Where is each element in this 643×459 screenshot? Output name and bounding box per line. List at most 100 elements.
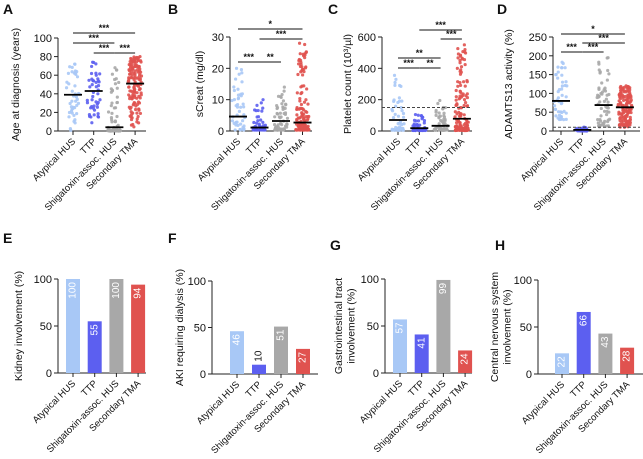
data-point: [261, 106, 265, 110]
data-point: [621, 108, 625, 113]
data-point: [303, 66, 308, 70]
data-point: [605, 109, 609, 114]
data-point: [98, 98, 102, 102]
y-tick-label: 0: [46, 126, 52, 138]
data-point: [87, 78, 91, 82]
y-axis-label: Central nervous system: [489, 272, 501, 383]
data-point: [458, 80, 462, 85]
data-point: [560, 93, 564, 97]
data-point: [237, 72, 241, 76]
data-point: [459, 106, 464, 110]
bar: [66, 279, 80, 373]
data-point: [559, 116, 564, 121]
data-point: [113, 77, 117, 82]
panel-h: H Central nervous system involvement (%) 0 5…: [489, 237, 643, 456]
data-point: [130, 97, 134, 101]
x-tick-label: Atypical HUS: [520, 379, 567, 426]
data-point: [133, 107, 138, 112]
data-point: [463, 47, 467, 52]
x-tick-label: Atypical HUS: [519, 136, 566, 183]
data-point: [260, 128, 264, 132]
y-tick-label: 0: [46, 368, 52, 380]
y-tick-label: 50: [520, 322, 532, 334]
data-point: [554, 114, 558, 118]
significance-label: *: [268, 19, 272, 29]
data-point: [456, 52, 461, 56]
data-point: [460, 127, 464, 131]
data-point: [600, 81, 604, 85]
bar-value-label: 22: [557, 356, 568, 368]
data-point: [115, 95, 119, 99]
significance-label: ***: [99, 23, 110, 33]
data-point: [275, 104, 279, 108]
data-point: [299, 85, 303, 89]
bar-value-label: 43: [600, 336, 611, 348]
data-point: [134, 60, 139, 64]
data-point: [437, 111, 441, 115]
data-point: [619, 88, 623, 92]
data-point: [261, 98, 265, 102]
data-point: [236, 96, 241, 100]
data-point: [280, 128, 284, 132]
data-point: [95, 105, 100, 109]
significance-label: **: [416, 48, 424, 58]
data-point: [434, 113, 438, 117]
data-point: [85, 101, 90, 105]
data-point: [113, 119, 117, 123]
bar-value-label: 41: [416, 337, 427, 349]
data-point: [457, 97, 461, 101]
data-point: [133, 69, 137, 73]
y-axis-label: Gastrointestinal tract: [333, 278, 345, 374]
y-tick-label: 50: [194, 323, 206, 335]
data-point: [64, 86, 69, 90]
bar-value-label: 57: [395, 322, 406, 334]
data-point: [438, 114, 442, 118]
data-point: [299, 102, 304, 107]
data-point: [462, 43, 466, 47]
y-axis-label: involvement (%): [501, 289, 513, 364]
data-point: [306, 117, 310, 121]
data-point: [137, 101, 142, 105]
data-point: [607, 72, 611, 76]
data-point: [553, 107, 558, 111]
data-point: [96, 83, 101, 88]
bar: [274, 326, 288, 374]
significance-label: ***: [403, 58, 414, 68]
data-point: [113, 82, 118, 86]
data-point: [236, 87, 240, 91]
data-point: [556, 76, 560, 80]
data-point: [137, 107, 141, 111]
data-point: [394, 77, 398, 81]
significance-label: **: [267, 52, 275, 62]
y-tick-label: 400: [358, 63, 376, 75]
data-point: [600, 92, 604, 96]
data-point: [465, 78, 469, 83]
data-point: [109, 129, 113, 133]
data-point: [75, 111, 79, 116]
data-point: [419, 128, 423, 133]
data-point: [67, 115, 71, 119]
data-point: [400, 109, 404, 113]
data-point: [396, 100, 400, 105]
y-tick-label: 40: [40, 89, 52, 101]
data-point: [462, 113, 466, 117]
data-point: [96, 114, 100, 119]
data-point: [135, 96, 139, 100]
data-point: [399, 105, 403, 110]
panel-letter: H: [495, 237, 505, 253]
data-point: [284, 103, 288, 107]
data-point: [261, 124, 265, 128]
data-point: [560, 80, 565, 84]
data-point: [230, 98, 234, 103]
data-point: [136, 58, 140, 62]
data-point: [283, 111, 288, 115]
data-point: [597, 60, 601, 64]
data-point: [298, 52, 302, 56]
data-point: [299, 91, 303, 96]
data-point: [463, 84, 467, 88]
data-point: [556, 65, 560, 69]
data-point: [624, 98, 628, 102]
significance-label: ***: [435, 20, 446, 30]
data-point: [397, 96, 401, 100]
